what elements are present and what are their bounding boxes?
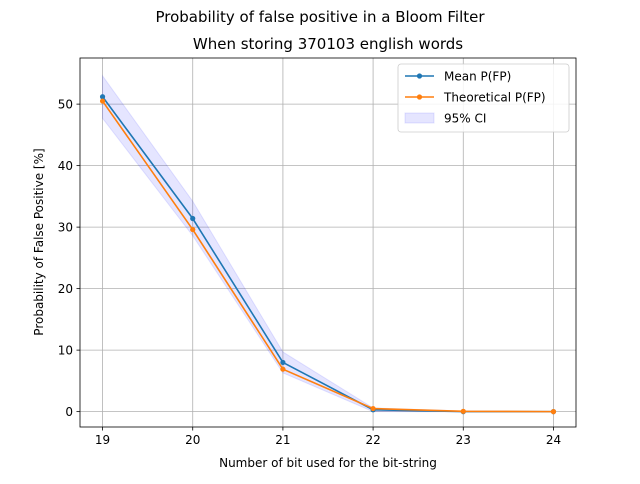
legend-band-swatch [404, 112, 435, 124]
y-tick-label: 40 [58, 159, 73, 173]
plot-frame [79, 57, 577, 428]
data-point [550, 409, 557, 415]
data-point [99, 94, 106, 100]
figure-suptitle: Probability of false positive in a Bloom… [155, 8, 485, 26]
legend-label: 95% CI [444, 112, 486, 126]
data-point [190, 226, 196, 233]
series-layer [99, 94, 557, 415]
series-line-1 [101, 100, 554, 413]
x-tick-label: 22 [365, 433, 380, 447]
legend-marker [416, 94, 423, 100]
y-tick-label: 0 [65, 405, 73, 419]
data-point [190, 215, 196, 222]
x-tick-label: 20 [185, 433, 200, 447]
legend: Mean P(FP) Theoretical P(FP) 95% CI [397, 63, 570, 133]
y-tick-label: 30 [58, 221, 73, 235]
y-axis-label: Probability of False Positive [%] [32, 148, 46, 335]
data-point [99, 98, 106, 104]
x-tick-label: 23 [456, 433, 471, 447]
data-point [280, 366, 286, 372]
series-line-0 [101, 96, 554, 413]
legend-label: Mean P(FP) [444, 70, 511, 84]
data-point [460, 408, 466, 414]
legend-label: Theoretical P(FP) [443, 91, 546, 105]
data-point [370, 405, 376, 412]
x-axis-label: Number of bit used for the bit-string [219, 456, 437, 470]
x-tick-label: 24 [546, 433, 561, 447]
x-tick-label: 19 [95, 433, 110, 447]
x-tick-label: 21 [275, 433, 290, 447]
data-point [280, 359, 286, 366]
y-tick-label: 20 [58, 282, 73, 296]
axis-ticks: 19 20 21 22 23 24 0 10 20 30 40 50 [58, 98, 561, 447]
chart-title: When storing 370103 english words [193, 35, 463, 53]
y-tick-label: 10 [58, 344, 73, 358]
legend-box [397, 63, 570, 133]
y-tick-label: 50 [58, 98, 73, 112]
legend-marker [416, 73, 423, 79]
